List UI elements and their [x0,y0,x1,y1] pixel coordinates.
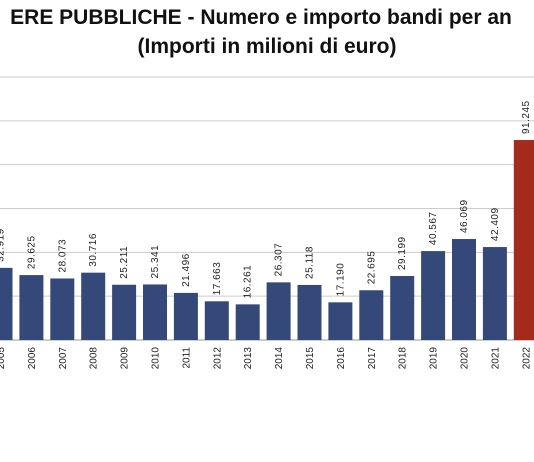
x-tick-2016: 2016 [336,347,347,370]
x-tick-2008: 2008 [89,347,100,370]
value-label-2011: 21.496 [181,253,192,287]
bar-2015 [297,284,322,340]
value-label-2013: 16.261 [243,265,254,299]
x-tick-2014: 2014 [274,347,285,370]
x-tick-2019: 2019 [429,347,440,370]
bar-2014 [266,282,291,340]
x-tick-2011: 2011 [181,347,192,369]
x-tick-2010: 2010 [151,347,162,370]
x-tick-2020: 2020 [460,347,471,370]
x-tick-2015: 2015 [305,347,316,370]
value-label-2007: 28.073 [57,239,68,273]
bar-2022 [513,140,534,340]
bar-2019 [421,251,446,340]
x-tick-2006: 2006 [27,347,38,370]
value-label-2009: 25.211 [119,246,130,279]
x-tick-2021: 2021 [490,347,501,370]
value-labels: 32.919 29.625 28.073 30.716 25.211 25.341 21.4… [0,100,532,298]
x-tick-2012: 2012 [212,347,223,370]
value-label-2008: 30.716 [88,233,99,267]
value-label-2012: 17.663 [212,262,223,296]
x-tick-2005: 2005 [0,347,7,370]
bar-2017 [359,290,384,340]
bar-2012 [204,301,229,340]
bar-2013 [235,304,260,340]
x-tick-2007: 2007 [58,347,69,370]
value-label-2020: 46.069 [459,199,470,233]
value-label-2016: 17.190 [335,263,346,297]
value-label-2021: 42.409 [490,207,501,241]
value-label-2022: 91.245 [521,100,532,134]
bar-2009 [112,284,137,340]
value-label-2010: 25.341 [150,245,161,279]
x-tick-2013: 2013 [243,347,254,370]
value-label-2018: 29.199 [397,236,408,270]
bar-2006 [19,275,44,340]
bar-2011 [173,292,198,340]
bars [0,140,534,340]
value-label-2006: 29.625 [26,235,37,269]
bar-2010 [143,284,167,340]
value-label-2005: 32.919 [0,228,7,262]
value-label-2017: 22.695 [366,251,377,285]
bar-2021 [482,247,507,340]
x-tick-labels: 2005 2006 2007 2008 2009 2010 2011 2012 2013 2014… [0,347,532,370]
chart-title: ERE PUBBLICHE - Numero e importo bandi p… [10,6,512,29]
bar-2018 [390,276,415,340]
x-tick-2009: 2009 [120,347,131,370]
x-tick-2022: 2022 [521,347,532,370]
value-label-2014: 26.307 [274,243,285,277]
bar-2016 [328,302,353,340]
chart-subtitle: (Importi in milioni di euro) [137,35,397,58]
x-tick-2017: 2017 [367,347,378,370]
value-label-2019: 40.567 [428,211,439,245]
bar-2007 [50,278,75,340]
x-tick-2018: 2018 [398,347,409,370]
bar-2020 [452,239,476,340]
bar-2008 [81,272,106,340]
value-label-2015: 25.118 [305,246,316,279]
bar-2005 [0,267,13,340]
